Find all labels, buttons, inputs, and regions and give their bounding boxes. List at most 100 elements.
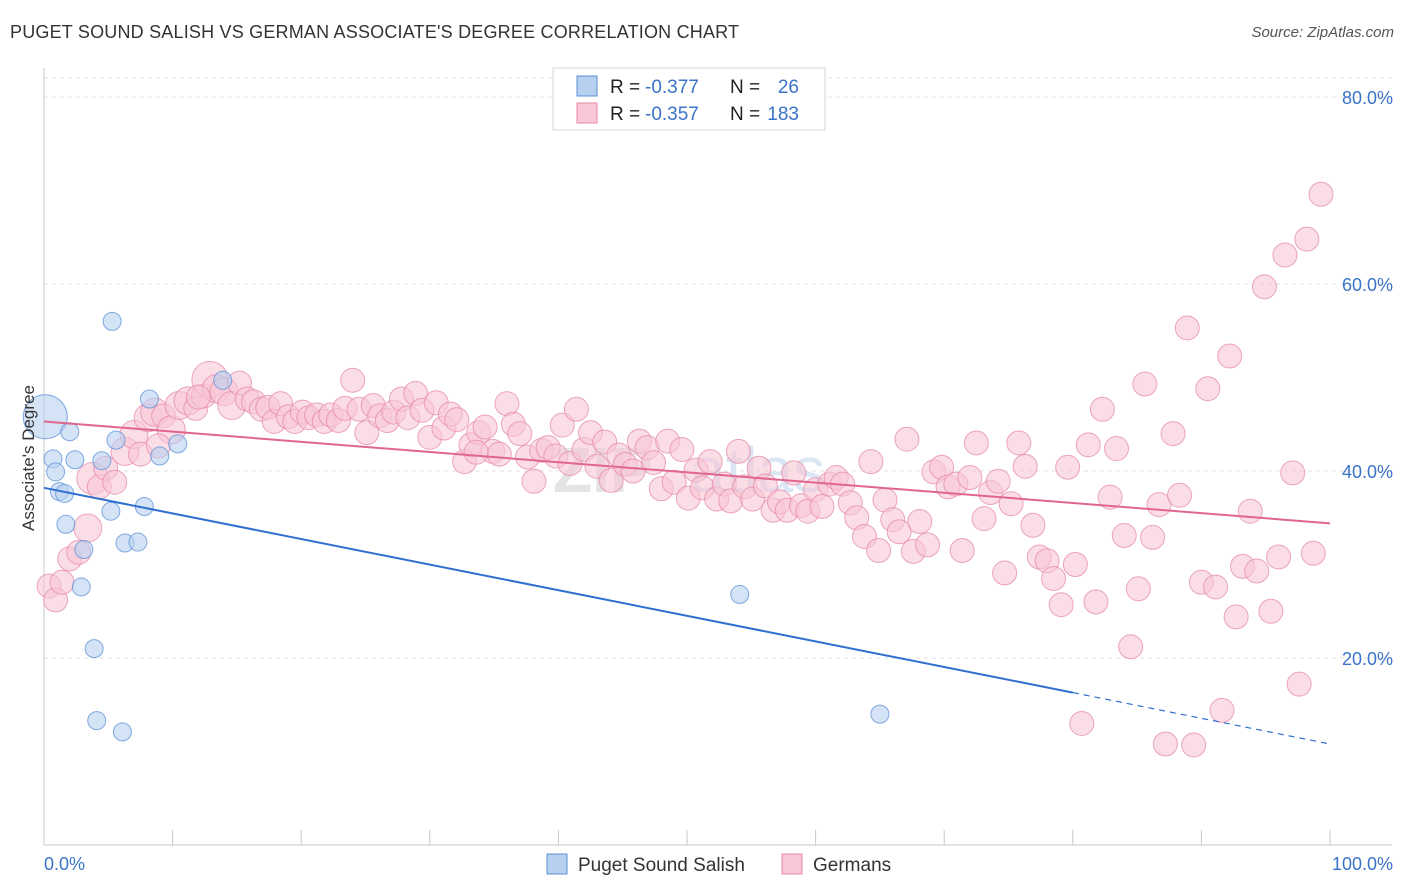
y-tick-labels: 20.0% 40.0% 60.0% 80.0% [1342, 88, 1393, 669]
legend-r-value-pink: -0.357 [645, 104, 699, 125]
germans-point [1075, 432, 1101, 458]
germans-point [949, 537, 975, 563]
puget-sound-salish-point [870, 704, 890, 724]
germans-point [1258, 598, 1284, 624]
germans-point [809, 494, 835, 520]
germans-point [354, 420, 380, 446]
legend-n-label: N = [730, 104, 760, 125]
x-tick-label: 100.0% [1332, 854, 1393, 874]
germans-point [1055, 454, 1081, 480]
puget-sound-salish-point [112, 722, 132, 742]
germans-point [1118, 634, 1144, 660]
germans-point [102, 469, 128, 495]
germans-point [1266, 544, 1292, 570]
germans-point [1280, 460, 1306, 486]
germans-point [1294, 226, 1320, 252]
legend-swatch-blue [576, 75, 598, 97]
germans-point [1203, 574, 1229, 600]
germans-point [1132, 371, 1158, 397]
germans-point [73, 513, 103, 543]
legend-label-puget-sound-salish: Puget Sound Salish [578, 855, 745, 876]
germans-point [1062, 552, 1088, 577]
puget-sound-salish-point [168, 434, 188, 454]
germans-point [661, 469, 687, 495]
puget-sound-salish-point [60, 422, 80, 442]
germans-point [725, 438, 751, 464]
puget-sound-salish-point [56, 514, 76, 534]
germans-point [914, 532, 940, 558]
germans-point [1012, 453, 1038, 479]
germans-point [1217, 343, 1243, 369]
germans-point [1152, 731, 1178, 757]
legend-n-value-blue: 26 [778, 77, 799, 98]
correlation-legend: R = -0.377 N = 26 R = -0.357 N = 183 [552, 67, 826, 131]
germans-point [1111, 523, 1137, 549]
source-credit: Source: ZipAtlas.com [1251, 24, 1394, 41]
germans-point [992, 560, 1018, 586]
germans-point [1209, 697, 1235, 723]
germans-point [549, 412, 575, 438]
germans-point [49, 569, 75, 595]
germans-point [1041, 566, 1067, 592]
puget-sound-salish-point [106, 430, 126, 450]
germans-point [866, 537, 892, 563]
puget-sound-salish-point [150, 446, 170, 466]
puget-sound-salish-point [730, 584, 750, 604]
y-tick-label: 80.0% [1342, 88, 1393, 108]
germans-point [1089, 396, 1115, 422]
germans-point [998, 491, 1024, 517]
germans-point [1181, 732, 1207, 758]
germans-point [1223, 604, 1249, 630]
germans-point [669, 436, 695, 462]
germans-point [858, 449, 884, 475]
germans-point [1174, 315, 1200, 341]
germans-points [36, 181, 1334, 758]
germans-point [1308, 181, 1334, 207]
germans-point [1140, 524, 1166, 550]
puget-sound-salish-point [128, 532, 148, 552]
x-tick-label: 0.0% [44, 854, 85, 874]
germans-point [444, 407, 470, 433]
germans-point [1300, 540, 1326, 566]
x-tick-labels: 0.0% 100.0% [44, 854, 1393, 874]
germans-point [1048, 592, 1074, 618]
legend-n-label: N = [730, 77, 760, 98]
germans-point [963, 430, 989, 456]
legend-swatch-germans [781, 853, 803, 875]
germans-point [598, 467, 624, 493]
germans-point [1237, 498, 1263, 524]
germans-point [1286, 671, 1312, 697]
germans-point [1104, 436, 1130, 462]
germans-point [1020, 512, 1046, 538]
puget-sound-salish-point [102, 311, 122, 331]
germans-point [486, 441, 512, 467]
legend-swatch-puget-sound-salish [546, 853, 568, 875]
germans-point [697, 449, 723, 475]
puget-sound-salish-point [65, 450, 85, 470]
puget-sound-salish-point [84, 639, 104, 659]
germans-point [340, 367, 366, 393]
puget-sound-salish-point [71, 577, 91, 597]
puget-sound-salish-point [92, 451, 112, 471]
germans-point [1125, 576, 1151, 602]
germans-point [507, 421, 533, 447]
legend-label-germans: Germans [813, 855, 891, 876]
germans-point [472, 414, 498, 440]
grid-lines [44, 77, 1392, 659]
germans-point [1244, 558, 1270, 584]
puget-sound-salish-points [22, 311, 890, 742]
germans-point [1251, 274, 1277, 300]
puget-sound-salish-point [22, 394, 68, 440]
germans-point [1083, 589, 1109, 615]
germans-point [971, 506, 997, 532]
germans-point [957, 465, 983, 491]
trend-lines [43, 420, 1331, 745]
trend-line-puget-sound-salish [43, 486, 1073, 694]
germans-point [781, 460, 807, 486]
trend-line-germans [43, 420, 1331, 525]
germans-point [463, 439, 489, 465]
y-tick-label: 40.0% [1342, 462, 1393, 482]
germans-point [521, 468, 547, 494]
puget-sound-salish-point [74, 540, 94, 560]
germans-point [1097, 484, 1123, 510]
